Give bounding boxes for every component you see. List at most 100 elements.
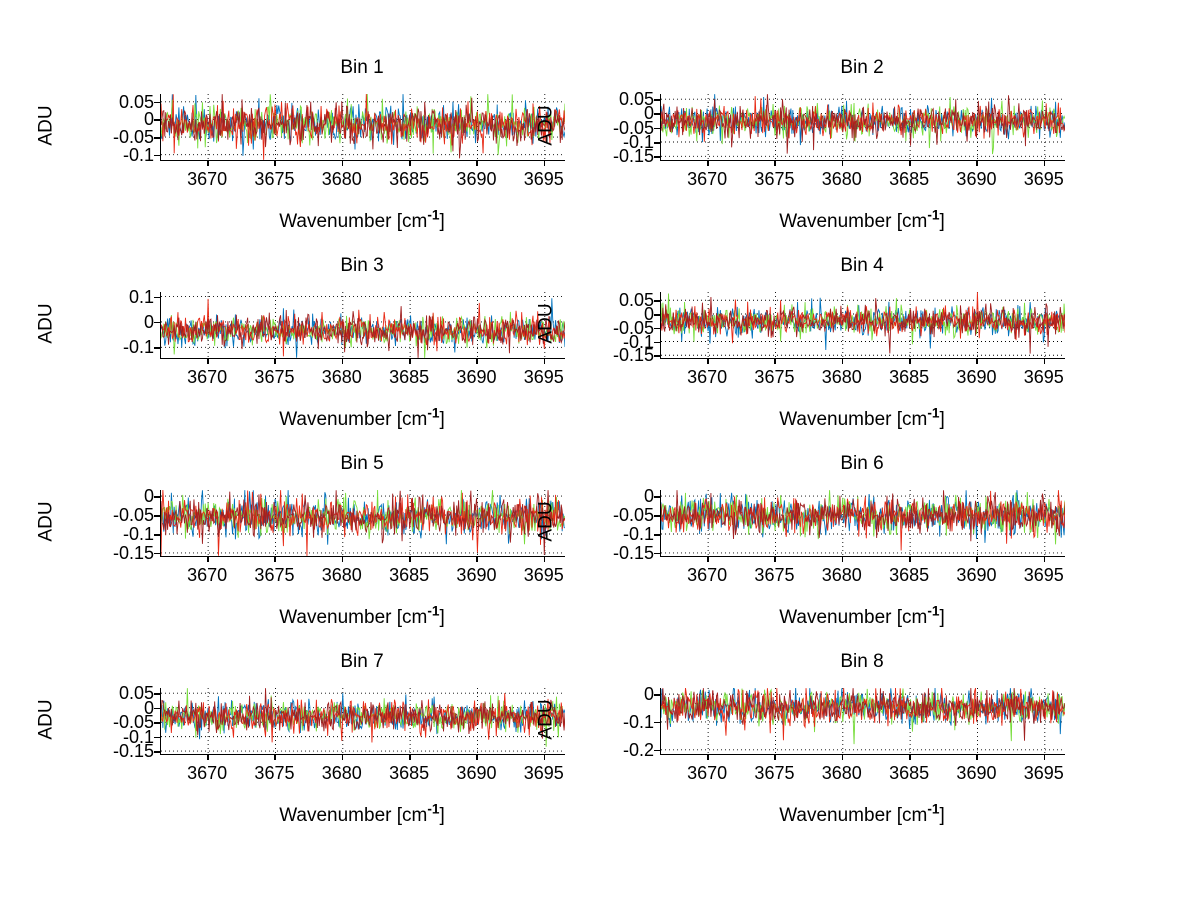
trace-canvas-bin3	[161, 292, 565, 358]
ytick-bin6-3: -0.15	[612, 542, 654, 563]
xtickmark-bin2-5	[1043, 160, 1046, 166]
xtickmark-bin1-4	[476, 160, 478, 166]
xtickmark-bin4-1	[774, 358, 776, 364]
xtickmark-bin6-4	[976, 556, 978, 562]
ytick-bin7-2: -0.05	[112, 712, 154, 733]
xlabel-exponent: -1	[427, 207, 440, 223]
xtick-bin3-5: 3695	[523, 367, 564, 387]
xtickmark-bin2-0	[707, 160, 709, 166]
xtick-bin7-1: 3675	[254, 763, 295, 783]
xtickmark-bin5-2	[341, 556, 344, 562]
plot-axes-bin8	[660, 688, 1065, 755]
xlabel-text: Wavenumber [cm	[279, 211, 428, 232]
xtickmark-bin2-3	[909, 160, 911, 166]
xtickmark-bin7-4	[476, 754, 478, 760]
ytick-bin5-0: 0	[143, 486, 154, 507]
xtick-bin5-1: 3675	[254, 565, 295, 585]
ytickmark-bin5-3	[154, 552, 160, 555]
xlabel-text: Wavenumber [cm	[279, 805, 428, 826]
panel-title-bin5: Bin 5	[340, 453, 384, 474]
plot-area-bin8	[661, 688, 1065, 754]
plot-area-bin1	[161, 94, 565, 160]
trace-darkred-bin8	[661, 688, 1065, 741]
xlabel-bracket: ]	[939, 805, 945, 826]
xtickmark-bin8-0	[707, 754, 709, 760]
trace-darkred-bin7	[161, 688, 565, 739]
xtick-bin8-4: 3690	[956, 763, 997, 783]
ytick-bin4-2: -0.05	[612, 317, 654, 338]
xtick-bin2-3: 3685	[889, 169, 930, 189]
ytickmark-bin4-3	[654, 341, 660, 343]
ytick-bin2-2: -0.05	[612, 117, 654, 138]
ytick-bin1-2: -0.05	[112, 127, 154, 148]
xtick-bin3-4: 3690	[456, 367, 497, 387]
trace-canvas-bin8	[661, 688, 1065, 754]
xtick-bin6-5: 3695	[1023, 565, 1064, 585]
trace-green-bin8	[661, 688, 1065, 745]
xtickmark-bin4-3	[909, 358, 911, 364]
trace-red-bin4	[661, 292, 1065, 344]
ytick-bin5-1: -0.05	[112, 505, 154, 526]
ylabel-bin1: ADU	[35, 105, 57, 146]
ytick-bin1-0: 0.05	[118, 91, 154, 112]
xtick-bin5-0: 3670	[187, 565, 228, 585]
xtickmark-bin4-4	[976, 358, 978, 364]
ytick-bin4-4: -0.15	[612, 345, 654, 366]
xtick-bin7-2: 3680	[321, 763, 362, 783]
trace-darkred-bin5	[161, 490, 565, 555]
ytick-bin2-0: 0.05	[618, 89, 654, 110]
ytickmark-bin7-0	[154, 693, 160, 695]
ytick-bin2-1: 0	[643, 103, 654, 124]
trace-canvas-bin5	[161, 490, 565, 556]
trace-red-bin6	[661, 490, 1065, 551]
trace-green-bin7	[161, 688, 565, 747]
ytick-bin6-0: 0	[643, 486, 654, 507]
xtickmark-bin8-3	[909, 754, 911, 760]
ytickmark-bin1-0	[154, 101, 160, 104]
trace-green-bin3	[161, 311, 565, 358]
ytick-labels-bin8: 0 -0.1 -0.2	[568, 685, 654, 759]
xtick-bin5-5: 3695	[523, 565, 564, 585]
ytickmark-bin6-3	[654, 552, 660, 555]
xtickmark-bin5-0	[207, 556, 209, 562]
plot-area-bin3	[161, 292, 565, 358]
trace-blue-bin1	[161, 94, 565, 156]
plot-axes-bin7	[160, 688, 565, 755]
plot-area-bin4	[661, 292, 1065, 358]
panel-title-bin3: Bin 3	[340, 255, 384, 276]
xtick-bin7-3: 3685	[389, 763, 430, 783]
xtick-bin1-2: 3680	[321, 169, 362, 189]
xtickmark-bin1-2	[341, 160, 344, 166]
ytickmark-bin1-1	[154, 119, 160, 121]
xlabel-text: Wavenumber [cm	[279, 409, 428, 430]
xtickmark-bin1-0	[207, 160, 209, 166]
ytickmark-bin2-1	[654, 113, 660, 115]
xlabel-bin5: Wavenumber [cm-1]	[160, 604, 564, 627]
xlabel-bin1: Wavenumber [cm-1]	[160, 208, 564, 232]
xlabel-exponent: -1	[427, 801, 440, 817]
ytick-bin2-4: -0.15	[612, 146, 654, 167]
xlabel-exponent: -1	[927, 603, 940, 619]
xtickmark-bin8-5	[1043, 754, 1046, 760]
ylabel-bin6: ADU	[535, 501, 557, 542]
gridlines-bin8	[661, 688, 1065, 754]
xtick-bin2-2: 3680	[821, 169, 862, 189]
xtick-bin4-4: 3690	[956, 367, 997, 387]
xtickmark-bin1-3	[409, 160, 411, 166]
xtick-bin3-0: 3670	[187, 367, 228, 387]
ytickmark-bin2-3	[654, 142, 660, 144]
trace-darkred-bin6	[661, 490, 1065, 542]
trace-darkred-bin4	[661, 297, 1065, 354]
xtickmark-bin3-5	[543, 358, 546, 364]
xtickmark-bin4-0	[707, 358, 709, 364]
xlabel-bin6: Wavenumber [cm-1]	[660, 604, 1064, 627]
xlabel-text: Wavenumber [cm	[779, 211, 928, 232]
ytickmark-bin4-0	[654, 300, 660, 302]
ytick-bin3-0: 0.1	[128, 286, 154, 307]
xtickmark-bin3-4	[476, 358, 478, 364]
trace-blue-bin7	[161, 693, 565, 740]
